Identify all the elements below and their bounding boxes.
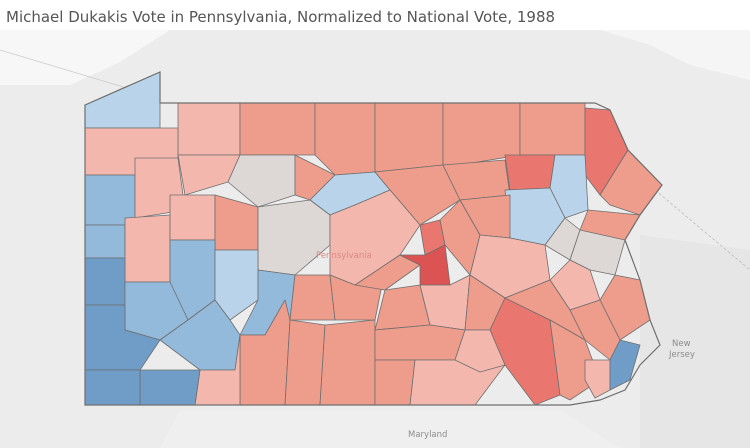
pennsylvania-county-map[interactable]: Pennsylvania New Jersey Maryland <box>0 30 750 448</box>
label-jersey: Jersey <box>668 350 695 360</box>
county-potter[interactable] <box>314 102 376 176</box>
county-lackawanna[interactable] <box>549 154 589 219</box>
county-adams[interactable] <box>374 359 416 406</box>
lake-erie <box>0 30 170 85</box>
county-clarion[interactable] <box>169 194 216 241</box>
label-new: New <box>672 339 691 349</box>
county-northampton[interactable] <box>569 229 626 276</box>
county-butler[interactable] <box>124 214 171 283</box>
counties[interactable] <box>84 71 663 406</box>
county-dauphin[interactable] <box>454 329 506 373</box>
county-wyoming[interactable] <box>504 154 556 191</box>
county-susquehanna[interactable] <box>519 102 586 156</box>
county-blair[interactable] <box>289 274 336 321</box>
county-indiana[interactable] <box>214 249 259 321</box>
county-greene[interactable] <box>84 369 141 406</box>
state-label: Pennsylvania <box>316 251 372 261</box>
county-franklin[interactable] <box>319 319 376 406</box>
county-philadelphia[interactable] <box>609 339 641 391</box>
chart-title: Michael Dukakis Vote in Pennsylvania, No… <box>6 8 556 26</box>
map-area[interactable]: Pennsylvania New Jersey Maryland <box>0 30 750 448</box>
county-delaware[interactable] <box>584 359 611 399</box>
state-border-line <box>0 49 141 93</box>
county-cumberland[interactable] <box>374 324 466 361</box>
county-warren[interactable] <box>177 102 241 156</box>
county-fayette[interactable] <box>139 369 201 406</box>
county-lawrence[interactable] <box>84 224 126 259</box>
north-region <box>600 30 750 80</box>
county-lycoming[interactable] <box>374 164 461 226</box>
nj-border-line <box>654 189 750 271</box>
maryland-area <box>160 410 620 448</box>
label-maryland: Maryland <box>408 430 447 440</box>
county-elk[interactable] <box>227 154 296 208</box>
county-mckean[interactable] <box>239 102 316 156</box>
state-outline <box>84 71 663 406</box>
county-tioga[interactable] <box>374 102 444 173</box>
county-fulton[interactable] <box>284 319 326 406</box>
county-beaver[interactable] <box>84 257 126 306</box>
new-jersey-area <box>640 235 750 448</box>
